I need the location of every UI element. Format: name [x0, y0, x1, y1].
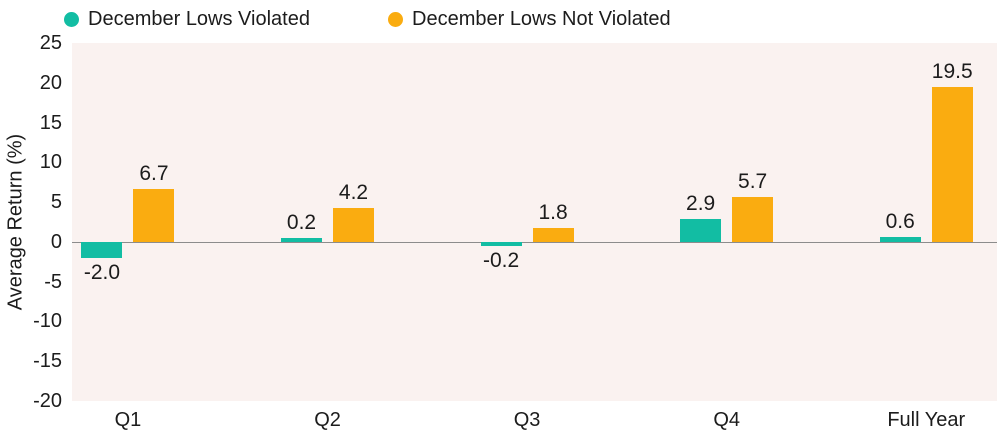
bar-q3-not-violated — [532, 227, 574, 242]
bar-q4-violated — [680, 218, 722, 242]
zero-axis-line — [72, 242, 997, 243]
y-tick-label: 15 — [39, 111, 62, 134]
bar-value-label: 6.7 — [139, 161, 169, 185]
bar-q1-violated — [81, 241, 123, 258]
legend-label-not-violated: December Lows Not Violated — [412, 8, 671, 30]
y-tick-label: -20 — [33, 390, 62, 412]
y-tick-label: -10 — [33, 310, 62, 333]
x-axis-label: Q1 — [114, 409, 142, 431]
y-tick-label: -5 — [44, 270, 62, 293]
legend-dot-violated-icon — [64, 11, 79, 27]
bar-q1-not-violated — [133, 188, 175, 242]
legend-dot-not-violated-icon — [388, 11, 403, 27]
bar-full-year-not-violated — [931, 86, 973, 242]
y-tick-label: -15 — [33, 350, 62, 373]
y-tick-label: 10 — [39, 151, 62, 174]
y-tick-label: 25 — [39, 32, 62, 54]
y-tick-label: 5 — [50, 191, 62, 214]
legend-label-violated: December Lows Violated — [88, 8, 310, 30]
bar-value-label: 19.5 — [931, 59, 973, 83]
bar-full-year-violated — [879, 237, 921, 242]
bar-value-label: -0.2 — [483, 248, 520, 272]
legend-item-violated: December Lows Violated — [64, 7, 310, 31]
bar-value-label: 1.8 — [538, 200, 568, 224]
bar-q2-not-violated — [333, 208, 375, 242]
bar-q2-violated — [281, 237, 323, 242]
legend-item-not-violated: December Lows Not Violated — [388, 7, 671, 31]
bar-q3-violated — [480, 241, 522, 246]
bar-value-label: 5.7 — [738, 169, 768, 193]
y-tick-label: 20 — [39, 71, 62, 94]
x-axis-label: Q3 — [513, 409, 541, 431]
bar-value-label: 0.2 — [286, 210, 317, 234]
x-axis-label: Q4 — [713, 409, 740, 431]
bar-value-label: 2.9 — [686, 191, 716, 215]
bar-value-label: 0.6 — [885, 210, 915, 234]
x-axis-label: Full Year — [887, 409, 966, 431]
bar-value-label: -2.0 — [83, 260, 121, 284]
y-tick-label: 0 — [50, 230, 62, 253]
bar-value-label: 4.2 — [338, 181, 369, 205]
plot-area — [72, 43, 997, 401]
x-axis-label: Q2 — [314, 409, 341, 431]
bar-q4-not-violated — [732, 196, 774, 242]
